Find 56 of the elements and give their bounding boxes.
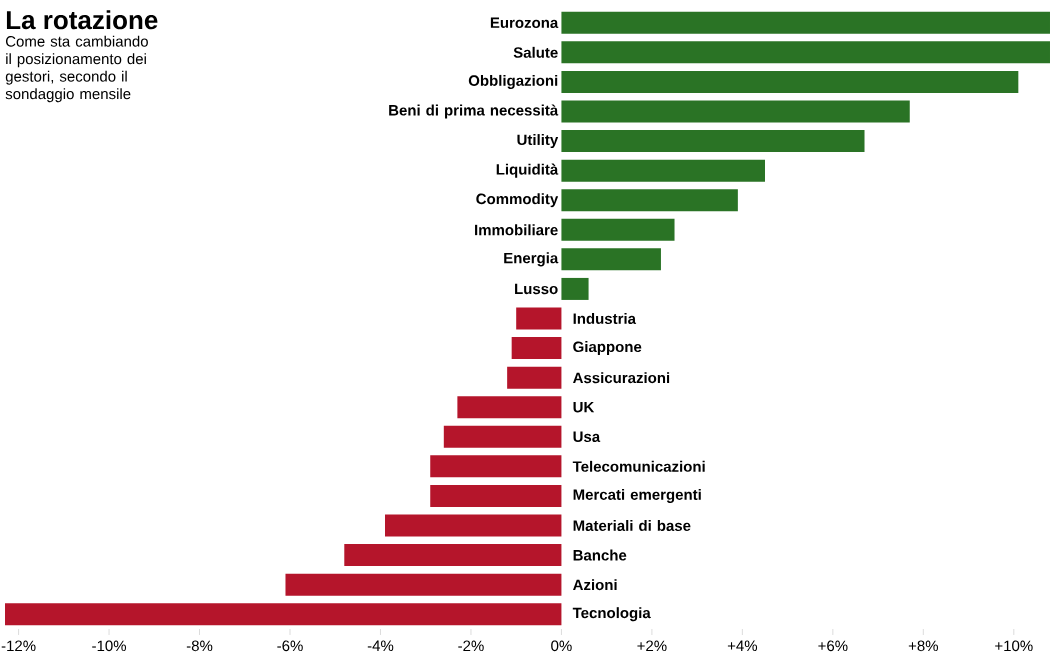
y-tick-label: Industria	[573, 312, 637, 324]
y-tick-label: Lusso	[515, 283, 558, 295]
text: Come sta cambiando il posizionamento dei gestori, secondo il sondaggio mensile	[5, 35, 148, 103]
y-tick-label: Materiali di base	[573, 519, 691, 531]
bar	[430, 484, 562, 507]
bar	[561, 41, 1050, 64]
y-tick-label: UK	[573, 401, 595, 413]
y-tick-label: Obbligazioni	[468, 74, 558, 89]
bar	[561, 159, 765, 182]
x-tick-label: +2%	[637, 640, 667, 652]
bar	[511, 337, 562, 360]
x-tick-label: 0%	[551, 640, 572, 652]
bar	[5, 603, 562, 626]
x-tick-label: +6%	[818, 640, 848, 652]
y-tick-label: Beni di prima necessità	[389, 104, 559, 119]
y-tick-label: Immobiliare	[475, 224, 558, 236]
x-tick-label: -4%	[367, 640, 394, 652]
bar	[516, 307, 562, 330]
x-tick-label: -6%	[277, 640, 303, 652]
y-tick-label: Salute	[513, 46, 558, 58]
x-tick-label: +8%	[908, 640, 939, 652]
y-tick-label: Energia	[504, 252, 559, 267]
x-tick-label: -12%	[1, 640, 36, 652]
y-tick-label: Mercati emergenti	[573, 488, 701, 503]
y-tick-label: Liquidità	[496, 163, 559, 178]
bar	[561, 11, 1050, 34]
y-tick-label: Eurozona	[490, 17, 559, 29]
y-tick-label: Tecnologia	[572, 607, 651, 622]
y-tick-label: Telecomunicazioni	[572, 460, 705, 472]
y-tick-label: Commodity	[476, 193, 559, 208]
y-tick-label: Banche	[573, 549, 627, 561]
bar	[457, 396, 562, 419]
x-tick-label: +4%	[727, 640, 758, 652]
bar	[561, 218, 675, 241]
bar	[561, 100, 910, 123]
y-tick-label: Assicurazioni	[573, 372, 670, 384]
bar	[443, 425, 562, 448]
y-tick-label: Giappone	[573, 341, 642, 356]
bar	[561, 277, 589, 300]
x-tick-label: -8%	[186, 640, 213, 652]
x-tick-label: -10%	[92, 640, 127, 652]
bar	[561, 130, 865, 153]
bar	[507, 366, 562, 389]
x-tick-label: +10%	[995, 640, 1033, 652]
bar	[344, 544, 562, 567]
y-tick-label: Usa	[573, 431, 601, 443]
bar	[385, 514, 562, 537]
chart-title: La rotazione	[6, 10, 158, 30]
bar	[561, 248, 661, 271]
y-tick-label: Utility	[517, 134, 559, 149]
bar	[561, 70, 1019, 93]
bar	[430, 455, 562, 478]
x-tick-label: -2%	[458, 640, 484, 652]
y-tick-label: Azioni	[573, 579, 617, 591]
bar	[285, 573, 562, 596]
bar	[561, 189, 738, 212]
